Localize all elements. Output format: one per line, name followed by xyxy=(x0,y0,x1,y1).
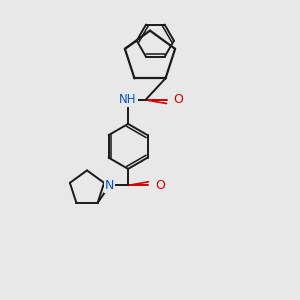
Text: O: O xyxy=(173,93,183,106)
Text: N: N xyxy=(105,179,114,192)
Text: O: O xyxy=(155,179,165,192)
Text: NH: NH xyxy=(119,93,137,106)
